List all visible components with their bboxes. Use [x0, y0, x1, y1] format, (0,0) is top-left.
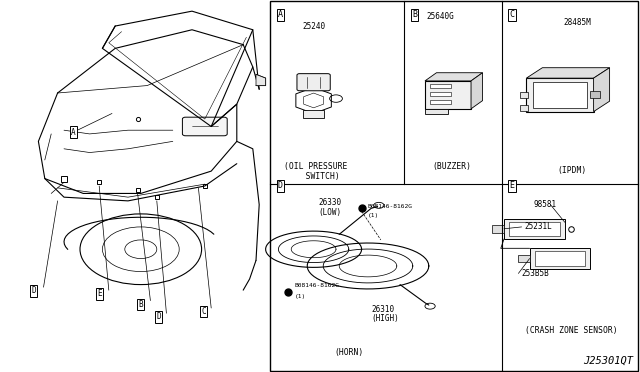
FancyBboxPatch shape — [425, 81, 471, 109]
Text: C: C — [201, 307, 206, 316]
FancyBboxPatch shape — [504, 219, 564, 239]
Text: D: D — [156, 312, 161, 321]
Polygon shape — [256, 74, 266, 86]
FancyBboxPatch shape — [297, 74, 330, 91]
Text: (HORN): (HORN) — [334, 348, 364, 357]
FancyBboxPatch shape — [535, 251, 585, 266]
Text: 253B5B: 253B5B — [522, 269, 549, 278]
Text: (OIL PRESSURE
   SWITCH): (OIL PRESSURE SWITCH) — [284, 162, 348, 181]
FancyBboxPatch shape — [182, 117, 227, 136]
Text: 25640G: 25640G — [426, 12, 454, 21]
Polygon shape — [471, 73, 483, 109]
Text: D: D — [278, 182, 283, 190]
FancyBboxPatch shape — [509, 222, 559, 236]
Text: B08146-8162G: B08146-8162G — [294, 283, 339, 288]
Text: (CRASH ZONE SENSOR): (CRASH ZONE SENSOR) — [525, 326, 618, 335]
Text: 25240: 25240 — [302, 22, 325, 31]
Text: (HIGH): (HIGH) — [371, 314, 399, 323]
Text: B: B — [412, 10, 417, 19]
FancyBboxPatch shape — [303, 110, 324, 118]
Polygon shape — [526, 68, 610, 78]
FancyBboxPatch shape — [425, 109, 448, 114]
Polygon shape — [532, 82, 588, 108]
FancyBboxPatch shape — [518, 255, 530, 262]
Text: 26330: 26330 — [318, 198, 341, 207]
FancyBboxPatch shape — [430, 92, 451, 96]
FancyBboxPatch shape — [590, 91, 600, 98]
Polygon shape — [594, 68, 610, 112]
Text: B: B — [138, 300, 143, 309]
Text: J25301QT: J25301QT — [584, 355, 634, 365]
Text: (IPDM): (IPDM) — [557, 166, 586, 175]
Bar — [270, 1, 638, 371]
FancyBboxPatch shape — [430, 83, 451, 88]
Text: 25231L: 25231L — [525, 222, 552, 231]
Text: E: E — [97, 289, 102, 298]
Polygon shape — [526, 78, 594, 112]
Text: E: E — [509, 182, 515, 190]
FancyBboxPatch shape — [530, 248, 590, 269]
Text: 98581: 98581 — [534, 200, 557, 209]
FancyBboxPatch shape — [493, 225, 504, 232]
Text: (1): (1) — [294, 294, 306, 299]
FancyBboxPatch shape — [430, 100, 451, 104]
Text: D: D — [31, 286, 36, 295]
Text: 28485M: 28485M — [563, 18, 591, 27]
Polygon shape — [425, 73, 483, 81]
Text: C: C — [509, 10, 515, 19]
FancyBboxPatch shape — [520, 105, 528, 111]
FancyBboxPatch shape — [520, 92, 528, 98]
Text: A: A — [71, 128, 76, 137]
Text: A: A — [278, 10, 283, 19]
Text: (BUZZER): (BUZZER) — [433, 162, 471, 171]
Text: 26310: 26310 — [371, 305, 394, 314]
Text: (1): (1) — [368, 213, 380, 218]
Text: (LOW): (LOW) — [318, 208, 341, 217]
Text: B08146-8162G: B08146-8162G — [368, 204, 413, 209]
